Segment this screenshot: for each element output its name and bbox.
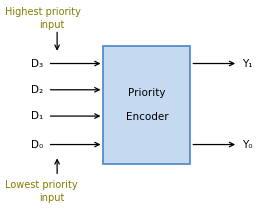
FancyBboxPatch shape <box>103 46 190 164</box>
Text: D₁: D₁ <box>30 111 43 121</box>
Text: input: input <box>39 20 65 30</box>
Text: D₀: D₀ <box>30 140 43 150</box>
Text: Encoder: Encoder <box>126 112 168 122</box>
Text: input: input <box>39 193 65 203</box>
Text: Lowest priority: Lowest priority <box>5 180 78 190</box>
Text: Priority: Priority <box>128 88 166 98</box>
Text: Y₁: Y₁ <box>242 58 253 69</box>
Text: Highest priority: Highest priority <box>5 7 81 17</box>
Text: D₃: D₃ <box>31 58 43 69</box>
Text: D₂: D₂ <box>31 85 43 95</box>
Text: Y₀: Y₀ <box>242 140 253 150</box>
